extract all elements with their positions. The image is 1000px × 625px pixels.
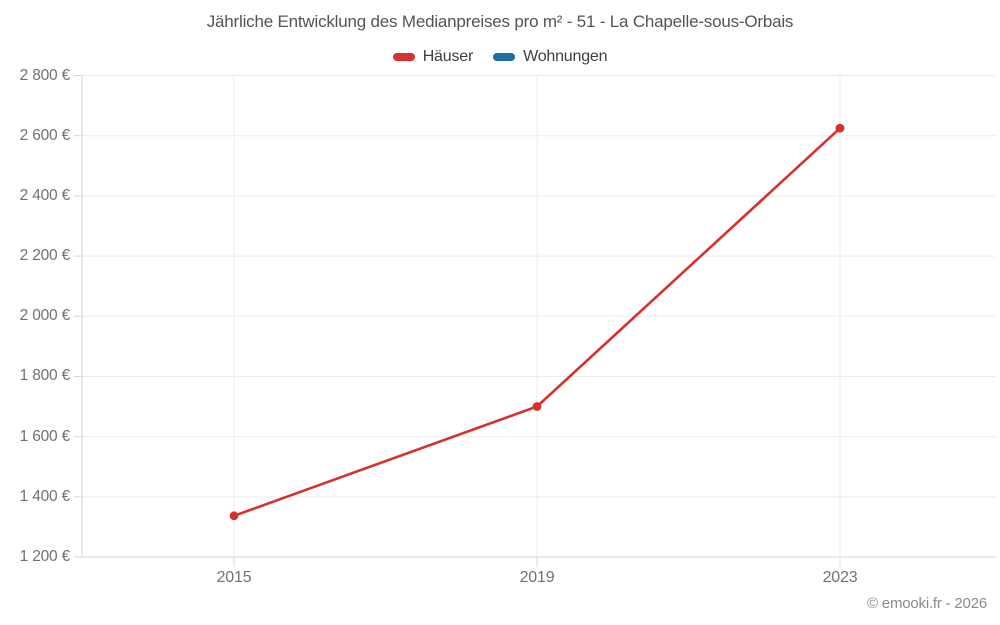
wohnungen-series-swatch-icon <box>493 52 516 61</box>
y-axis-tick-label: 1 200 € <box>19 548 71 565</box>
legend-item-haeuser[interactable]: Häuser <box>392 47 474 66</box>
haeuser-series-swatch-icon <box>392 52 415 61</box>
y-axis-tick-label: 2 600 € <box>19 126 71 144</box>
legend-label-haeuser: Häuser <box>422 48 474 65</box>
legend-label-wohnungen: Wohnungen <box>523 48 608 65</box>
legend: Häuser Wohnungen <box>0 47 1000 66</box>
y-axis-tick-label: 1 800 € <box>19 367 71 385</box>
y-axis-tick-label: 2 200 € <box>19 247 71 265</box>
y-axis-tick-label: 2 400 € <box>19 186 71 204</box>
chart-title: Jährliche Entwicklung des Medianpreises … <box>206 12 794 31</box>
y-axis-tick-label: 2 800 € <box>19 66 71 84</box>
y-axis-tick-label: 2 000 € <box>19 307 71 325</box>
x-axis-tick-label: 2023 <box>822 569 858 586</box>
x-axis-tick-label: 2015 <box>216 569 252 586</box>
x-axis-tick-label: 2019 <box>519 569 555 586</box>
legend-item-wohnungen[interactable]: Wohnungen <box>493 47 607 66</box>
y-axis-tick-label: 1 400 € <box>19 487 71 505</box>
y-axis-tick-label: 1 600 € <box>19 427 71 445</box>
copyright-text: © emooki.fr - 2026 <box>866 595 987 612</box>
